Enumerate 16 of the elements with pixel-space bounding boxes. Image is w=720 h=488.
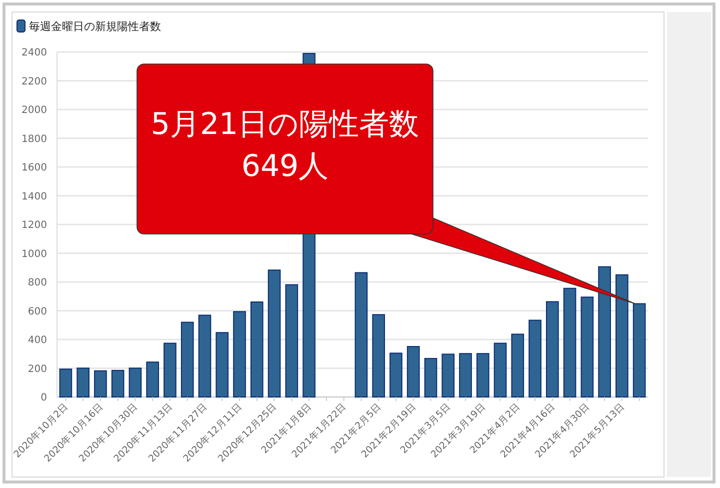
legend-label: 毎週金曜日の新規陽性者数 — [29, 20, 161, 33]
y-tick-label: 800 — [28, 278, 47, 288]
annotation: 5月21日の陽性者数 649人 — [150, 107, 420, 184]
y-tick-label: 600 — [28, 306, 47, 318]
callout: 5月21日の陽性者数 649人 — [136, 64, 636, 304]
y-tick-label: 200 — [28, 364, 47, 375]
y-tick-label: 2000 — [22, 105, 47, 116]
y-tick-label: 1800 — [22, 134, 47, 145]
y-tick-label: 1200 — [22, 220, 47, 231]
y-tick-label: 400 — [28, 335, 47, 346]
y-tick-label: 1000 — [22, 248, 47, 260]
y-tick-label: 0 — [40, 392, 47, 404]
y-tick-label: 2200 — [22, 76, 47, 88]
y-tick-label: 2400 — [22, 48, 47, 58]
y-tick-label: 1600 — [22, 162, 47, 174]
y-tick-label: 1400 — [22, 191, 47, 202]
